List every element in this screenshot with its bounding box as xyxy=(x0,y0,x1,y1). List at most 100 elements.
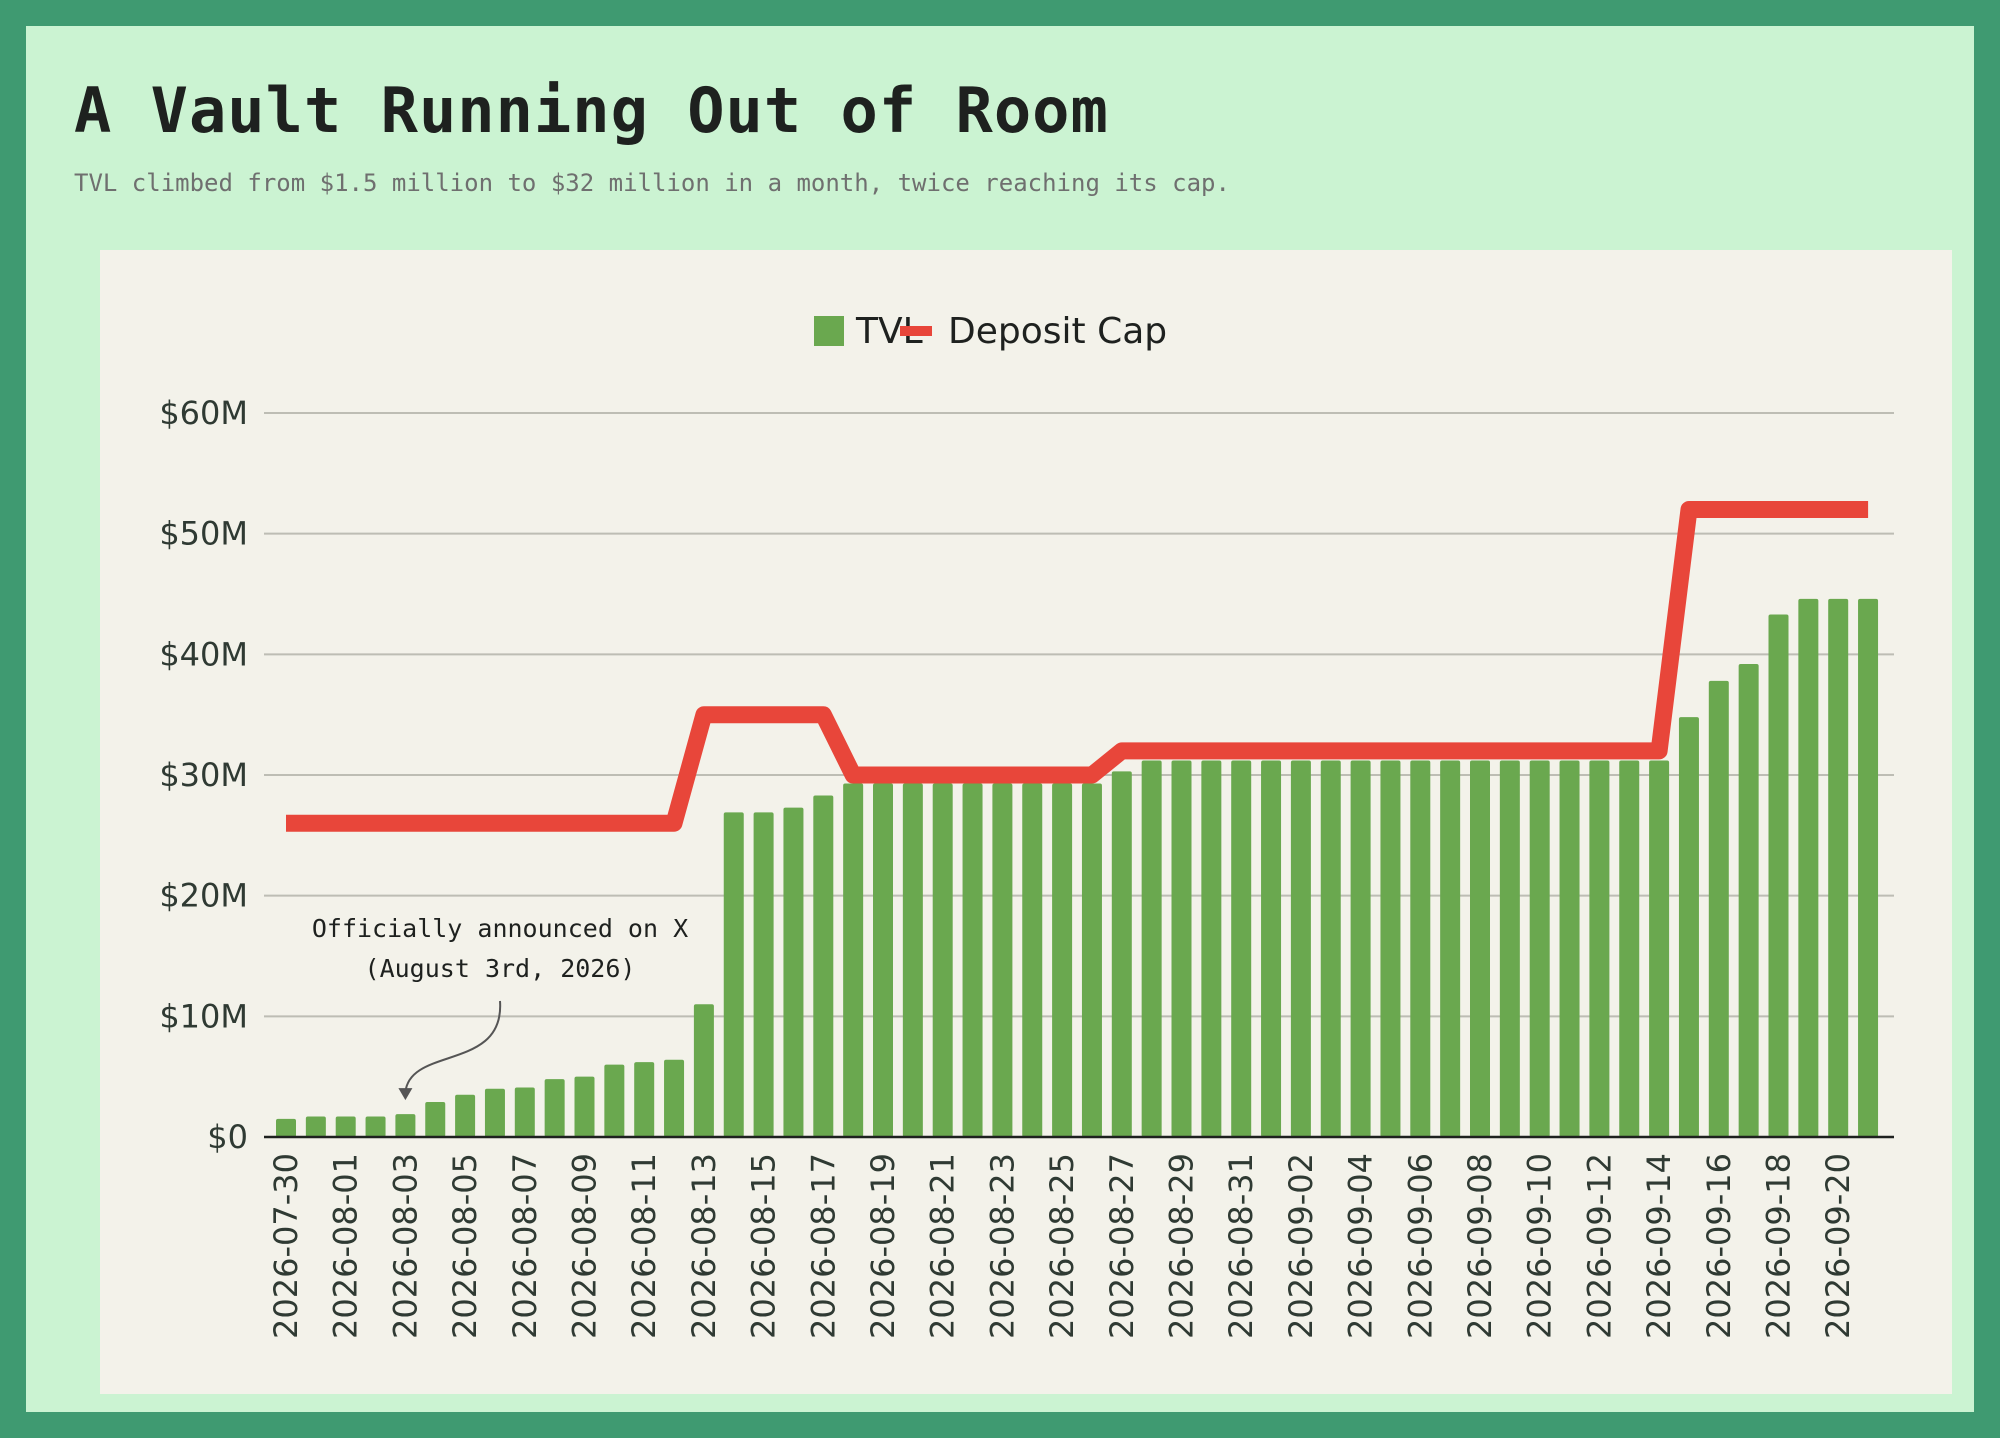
annotation-arrowhead xyxy=(398,1088,413,1101)
tvl-bar xyxy=(1440,760,1461,1137)
annotation-text: Officially announced on X xyxy=(312,914,688,943)
x-tick-label: 2026-09-14 xyxy=(1640,1153,1678,1339)
x-tick-label: 2026-09-02 xyxy=(1282,1153,1320,1339)
tvl-bar xyxy=(1589,760,1610,1137)
tvl-bar xyxy=(604,1064,625,1137)
x-tick-label: 2026-08-05 xyxy=(446,1153,484,1339)
tvl-bar xyxy=(843,783,864,1137)
x-tick-label: 2026-09-12 xyxy=(1580,1153,1618,1339)
chart-svg: $0 $10M $20M $30M $40M $50M $60M 2026-07-30 2026… xyxy=(159,311,1894,1339)
tvl-bar xyxy=(962,783,983,1137)
x-tick-label: 2026-08-27 xyxy=(1103,1153,1141,1339)
y-tick-label: $60M xyxy=(159,394,248,432)
tvl-bar xyxy=(1052,783,1073,1137)
x-tick-label: 2026-08-13 xyxy=(685,1153,723,1339)
x-tick-label: 2026-08-23 xyxy=(983,1153,1021,1339)
deposit-cap-line xyxy=(286,501,1869,832)
tvl-bar xyxy=(1798,598,1819,1137)
x-tick-label: 2026-08-03 xyxy=(386,1153,424,1339)
x-tick-label: 2026-09-16 xyxy=(1700,1153,1738,1339)
y-tick-label: $30M xyxy=(159,756,248,794)
x-tick-label: 2026-08-31 xyxy=(1222,1153,1260,1339)
tvl-bar xyxy=(1619,760,1640,1137)
tvl-bar xyxy=(783,807,804,1137)
tvl-bar xyxy=(723,812,744,1137)
tvl-bar xyxy=(1410,760,1431,1137)
tvl-bar xyxy=(1708,680,1729,1137)
legend-cap-label: Deposit Cap xyxy=(948,311,1167,352)
y-tick-label: $40M xyxy=(159,635,248,673)
chart-subtitle: TVL climbed from $1.5 million to $32 mil… xyxy=(74,169,1230,197)
tvl-bar xyxy=(1380,760,1401,1137)
tvl-bar xyxy=(455,1094,476,1137)
tvl-bar xyxy=(1171,760,1192,1137)
tvl-bar xyxy=(1111,771,1132,1137)
tvl-bar xyxy=(1081,783,1102,1137)
tvl-bar xyxy=(753,812,774,1137)
tvl-bar xyxy=(1231,760,1252,1137)
tvl-bar xyxy=(305,1116,326,1137)
y-tick-label: $10M xyxy=(159,997,248,1035)
tvl-bar xyxy=(1738,663,1759,1137)
tvl-bar xyxy=(1470,760,1490,1137)
tvl-bar xyxy=(1499,760,1520,1137)
tvl-bar xyxy=(1261,760,1282,1137)
plot-panel: $0 $10M $20M $30M $40M $50M $60M 2026-07-30 2026… xyxy=(100,250,1952,1394)
chart-title: A Vault Running Out of Room xyxy=(74,74,1109,147)
tvl-bar xyxy=(992,783,1013,1137)
legend-cap-swatch xyxy=(900,326,932,336)
x-tick-label: 2026-08-25 xyxy=(1043,1153,1081,1339)
x-tick-label: 2026-09-06 xyxy=(1401,1153,1439,1339)
tvl-bar xyxy=(276,1118,296,1137)
y-tick-label: $20M xyxy=(159,877,248,915)
x-tick-label: 2026-08-21 xyxy=(924,1153,962,1339)
x-tick-label: 2026-09-08 xyxy=(1461,1153,1499,1339)
x-tick-label: 2026-08-11 xyxy=(625,1153,663,1339)
chart-frame: A Vault Running Out of Room TVL climbed … xyxy=(26,26,1974,1412)
x-tick-label: 2026-08-29 xyxy=(1163,1153,1201,1339)
x-tick-label: 2026-08-01 xyxy=(327,1153,365,1339)
tvl-bar xyxy=(335,1116,356,1137)
tvl-bar xyxy=(1201,760,1222,1137)
annotation-arrow xyxy=(404,1000,502,1093)
tvl-bar xyxy=(813,795,834,1137)
x-tick-label: 2026-09-18 xyxy=(1760,1153,1798,1339)
x-tick-label: 2026-08-15 xyxy=(745,1153,783,1339)
tvl-bar xyxy=(395,1114,416,1137)
tvl-bar xyxy=(1290,760,1311,1137)
tvl-bar xyxy=(932,783,953,1137)
tvl-bar xyxy=(1141,760,1162,1137)
x-tick-label: 2026-08-07 xyxy=(506,1153,544,1339)
tvl-bar xyxy=(425,1102,446,1137)
y-tick-label: $50M xyxy=(159,515,248,553)
legend-tvl-swatch xyxy=(814,316,844,346)
x-tick-label: 2026-08-09 xyxy=(566,1153,604,1339)
tvl-bar xyxy=(1022,783,1043,1137)
x-tick-label: 2026-09-04 xyxy=(1342,1153,1380,1339)
x-tick-label: 2026-08-17 xyxy=(804,1153,842,1339)
tvl-bar xyxy=(902,783,923,1137)
tvl-bar xyxy=(1350,760,1371,1137)
x-tick-label: 2026-09-20 xyxy=(1819,1153,1857,1339)
tvl-bar xyxy=(693,1004,714,1137)
tvl-bar xyxy=(1678,717,1699,1137)
tvl-bar xyxy=(484,1088,505,1137)
tvl-bar xyxy=(1649,760,1670,1137)
tvl-bar xyxy=(1828,598,1849,1137)
y-tick-label: $0 xyxy=(207,1118,248,1156)
tvl-bar xyxy=(574,1076,595,1137)
tvl-bar xyxy=(1529,760,1550,1137)
tvl-bar xyxy=(544,1079,565,1137)
annotation-text: (August 3rd, 2026) xyxy=(365,954,636,983)
tvl-bar xyxy=(1858,598,1879,1137)
x-tick-label: 2026-09-10 xyxy=(1521,1153,1559,1339)
tvl-bar xyxy=(1768,614,1789,1137)
x-tick-label: 2026-07-30 xyxy=(267,1153,305,1339)
tvl-bar xyxy=(873,783,893,1137)
tvl-bar xyxy=(634,1062,655,1137)
tvl-bar xyxy=(1320,760,1341,1137)
tvl-bar xyxy=(365,1116,386,1137)
tvl-bar xyxy=(1559,760,1580,1137)
tvl-bar xyxy=(514,1087,535,1137)
x-tick-label: 2026-08-19 xyxy=(864,1153,902,1339)
